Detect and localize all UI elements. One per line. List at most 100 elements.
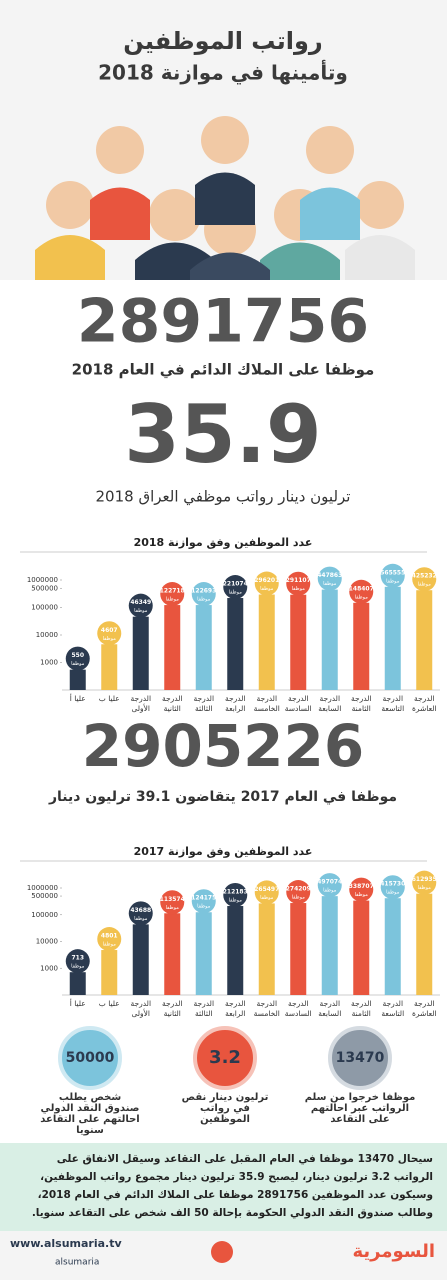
circle-caption: ترليون دينار نقص في رواتب الموظفين bbox=[181, 1092, 269, 1125]
value-label: 713 bbox=[71, 955, 84, 962]
bar bbox=[321, 896, 338, 995]
x-tick-label: الدرجة الثانية bbox=[161, 694, 183, 713]
x-tick-label: الدرجة السادسة bbox=[284, 694, 312, 713]
x-tick-label: الدرجة العاشرة bbox=[411, 999, 437, 1018]
value-label: 43688 bbox=[130, 907, 151, 914]
bar-tag bbox=[380, 563, 405, 588]
value-label: 212183 bbox=[223, 889, 248, 896]
bar-tag bbox=[128, 593, 153, 618]
x-tick-label: الدرجة الأولى bbox=[130, 999, 152, 1018]
y-tick-label: 500000 bbox=[31, 584, 58, 592]
value-label: 122693 bbox=[191, 588, 216, 595]
x-tick-label: الدرجة الثامنة bbox=[350, 694, 372, 713]
y-tick-label: 100000 bbox=[31, 911, 58, 919]
value-label: 124175 bbox=[191, 895, 216, 902]
bar-tag bbox=[128, 901, 153, 926]
bar-tag bbox=[254, 880, 279, 905]
value-unit: موظفا bbox=[355, 892, 369, 898]
circle-caption: شخص يطلب صندوق النقد الدولي احالتهم على … bbox=[40, 1092, 140, 1136]
value-label: 4607 bbox=[101, 627, 118, 634]
bar-tag bbox=[97, 621, 122, 646]
y-tick-label: 500000 bbox=[31, 892, 58, 900]
value-unit: موظفا bbox=[197, 597, 211, 603]
value-unit: موظفا bbox=[292, 586, 306, 592]
footer-url: www.alsumaria.tv bbox=[10, 1237, 122, 1250]
footer-brand: السومرية bbox=[352, 1241, 435, 1262]
y-tick-label: 10000 bbox=[36, 938, 58, 946]
y-tick-label: 100000 bbox=[31, 604, 58, 612]
logo-icon bbox=[211, 1241, 233, 1263]
bar-tag bbox=[97, 927, 122, 952]
value-label: 415730 bbox=[380, 881, 405, 888]
x-tick-label: عليا أ bbox=[69, 999, 86, 1008]
big-number: 2891756 bbox=[77, 287, 369, 357]
value-unit: موظفا bbox=[418, 582, 432, 588]
x-tick-label: الدرجة الخامسة bbox=[253, 694, 280, 713]
circle-value: 3.2 bbox=[209, 1047, 241, 1068]
value-unit: موظفا bbox=[103, 636, 117, 642]
bar-tag bbox=[286, 571, 311, 596]
value-unit: موظفا bbox=[71, 661, 85, 667]
bar-tag bbox=[191, 889, 216, 914]
x-tick-label: الدرجة الثالثة bbox=[193, 999, 215, 1018]
bar-tag bbox=[191, 582, 216, 607]
value-unit: موظفا bbox=[386, 890, 400, 896]
chart-title: عدد الموظفين وفق موازنة 2017 bbox=[134, 845, 313, 858]
bar-tag bbox=[65, 949, 90, 974]
x-tick-label: الدرجة الثامنة bbox=[350, 999, 372, 1018]
bar bbox=[384, 898, 401, 995]
people-illustration bbox=[35, 116, 415, 280]
x-tick-label: عليا ب bbox=[98, 694, 120, 703]
value-unit: موظفا bbox=[418, 885, 432, 891]
x-tick-label: الدرجة الأولى bbox=[130, 694, 152, 713]
bar-tag bbox=[223, 575, 248, 600]
bar bbox=[416, 893, 433, 995]
value-unit: موظفا bbox=[260, 895, 274, 901]
bar-tag bbox=[223, 883, 248, 908]
x-tick-label: الدرجة السادسة bbox=[284, 999, 312, 1018]
title-line: وتأمينها في موازنة 2018 bbox=[98, 59, 348, 86]
value-unit: موظفا bbox=[229, 898, 243, 904]
bar-tag bbox=[349, 579, 374, 604]
circle-value: 50000 bbox=[66, 1050, 115, 1066]
paragraph-bg bbox=[0, 1143, 447, 1231]
caption: موظفا في العام 2017 يتقاضون 39.1 ترليون … bbox=[48, 789, 397, 805]
bar bbox=[101, 950, 118, 995]
bar-tag bbox=[160, 582, 185, 607]
value-unit: موظفا bbox=[229, 590, 243, 596]
paragraph: سيحال 13470 موظفا في العام المقبل على ال… bbox=[31, 1153, 433, 1219]
title-line: رواتب الموظفين bbox=[123, 27, 322, 55]
x-tick-label: الدرجة الرابعة bbox=[224, 694, 246, 713]
x-tick-label: الدرجة الرابعة bbox=[224, 999, 246, 1018]
bar bbox=[164, 913, 181, 995]
value-unit: موظفا bbox=[166, 905, 180, 911]
value-label: 497074 bbox=[317, 879, 342, 886]
bar-tag bbox=[160, 890, 185, 915]
bar bbox=[164, 605, 181, 690]
bar bbox=[227, 906, 244, 995]
bar bbox=[384, 586, 401, 690]
bar-tag bbox=[412, 870, 437, 895]
bar-tag bbox=[317, 873, 342, 898]
value-label: 550 bbox=[71, 652, 84, 659]
value-unit: موظفا bbox=[292, 895, 306, 901]
value-label: 122718 bbox=[160, 588, 185, 595]
value-label: 148407 bbox=[349, 585, 374, 592]
value-label: 46349 bbox=[130, 599, 151, 606]
value-label: 291107 bbox=[286, 577, 311, 584]
x-tick-label: الدرجة التاسعة bbox=[381, 694, 405, 713]
footer-handle: alsumaria bbox=[55, 1258, 99, 1268]
bar bbox=[290, 903, 307, 995]
bar bbox=[321, 589, 338, 690]
value-label: 425232 bbox=[412, 573, 437, 580]
bar-tag bbox=[412, 567, 437, 592]
bar-tag bbox=[65, 646, 90, 671]
bar bbox=[258, 903, 275, 995]
bar bbox=[69, 669, 86, 690]
circles bbox=[58, 1026, 392, 1090]
value-unit: موظفا bbox=[355, 594, 369, 600]
value-unit: موظفا bbox=[134, 916, 148, 922]
value-unit: موظفا bbox=[166, 597, 180, 603]
bar bbox=[69, 972, 86, 995]
